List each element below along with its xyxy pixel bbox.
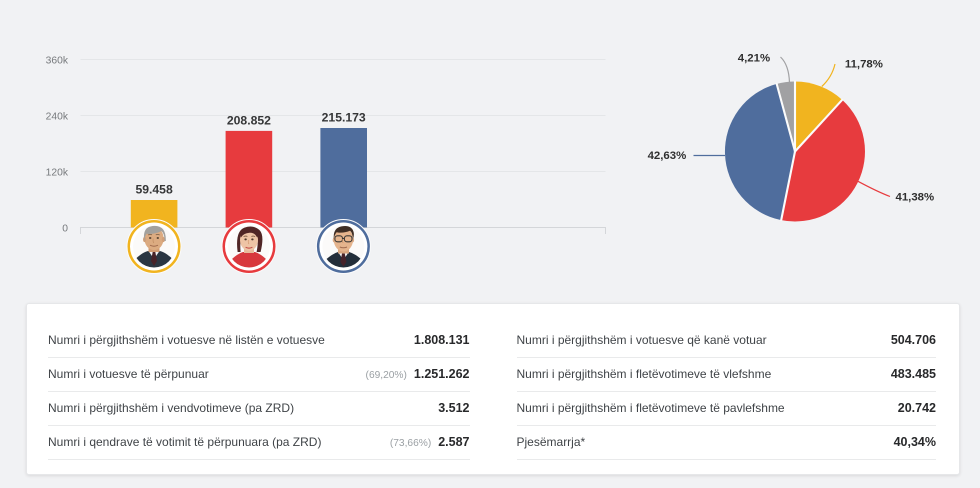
svg-text:41,38%: 41,38% [896,192,935,204]
svg-text:11,78%: 11,78% [845,59,883,71]
svg-text:4,21%: 4,21% [738,53,770,65]
svg-text:360k: 360k [46,56,69,67]
svg-text:240k: 240k [46,112,69,123]
svg-text:120k: 120k [46,168,69,179]
svg-text:0: 0 [62,224,68,235]
svg-text:215.173: 215.173 [322,111,366,125]
svg-text:208.852: 208.852 [227,113,271,127]
svg-text:59.458: 59.458 [135,182,172,196]
svg-text:42,63%: 42,63% [648,150,687,162]
